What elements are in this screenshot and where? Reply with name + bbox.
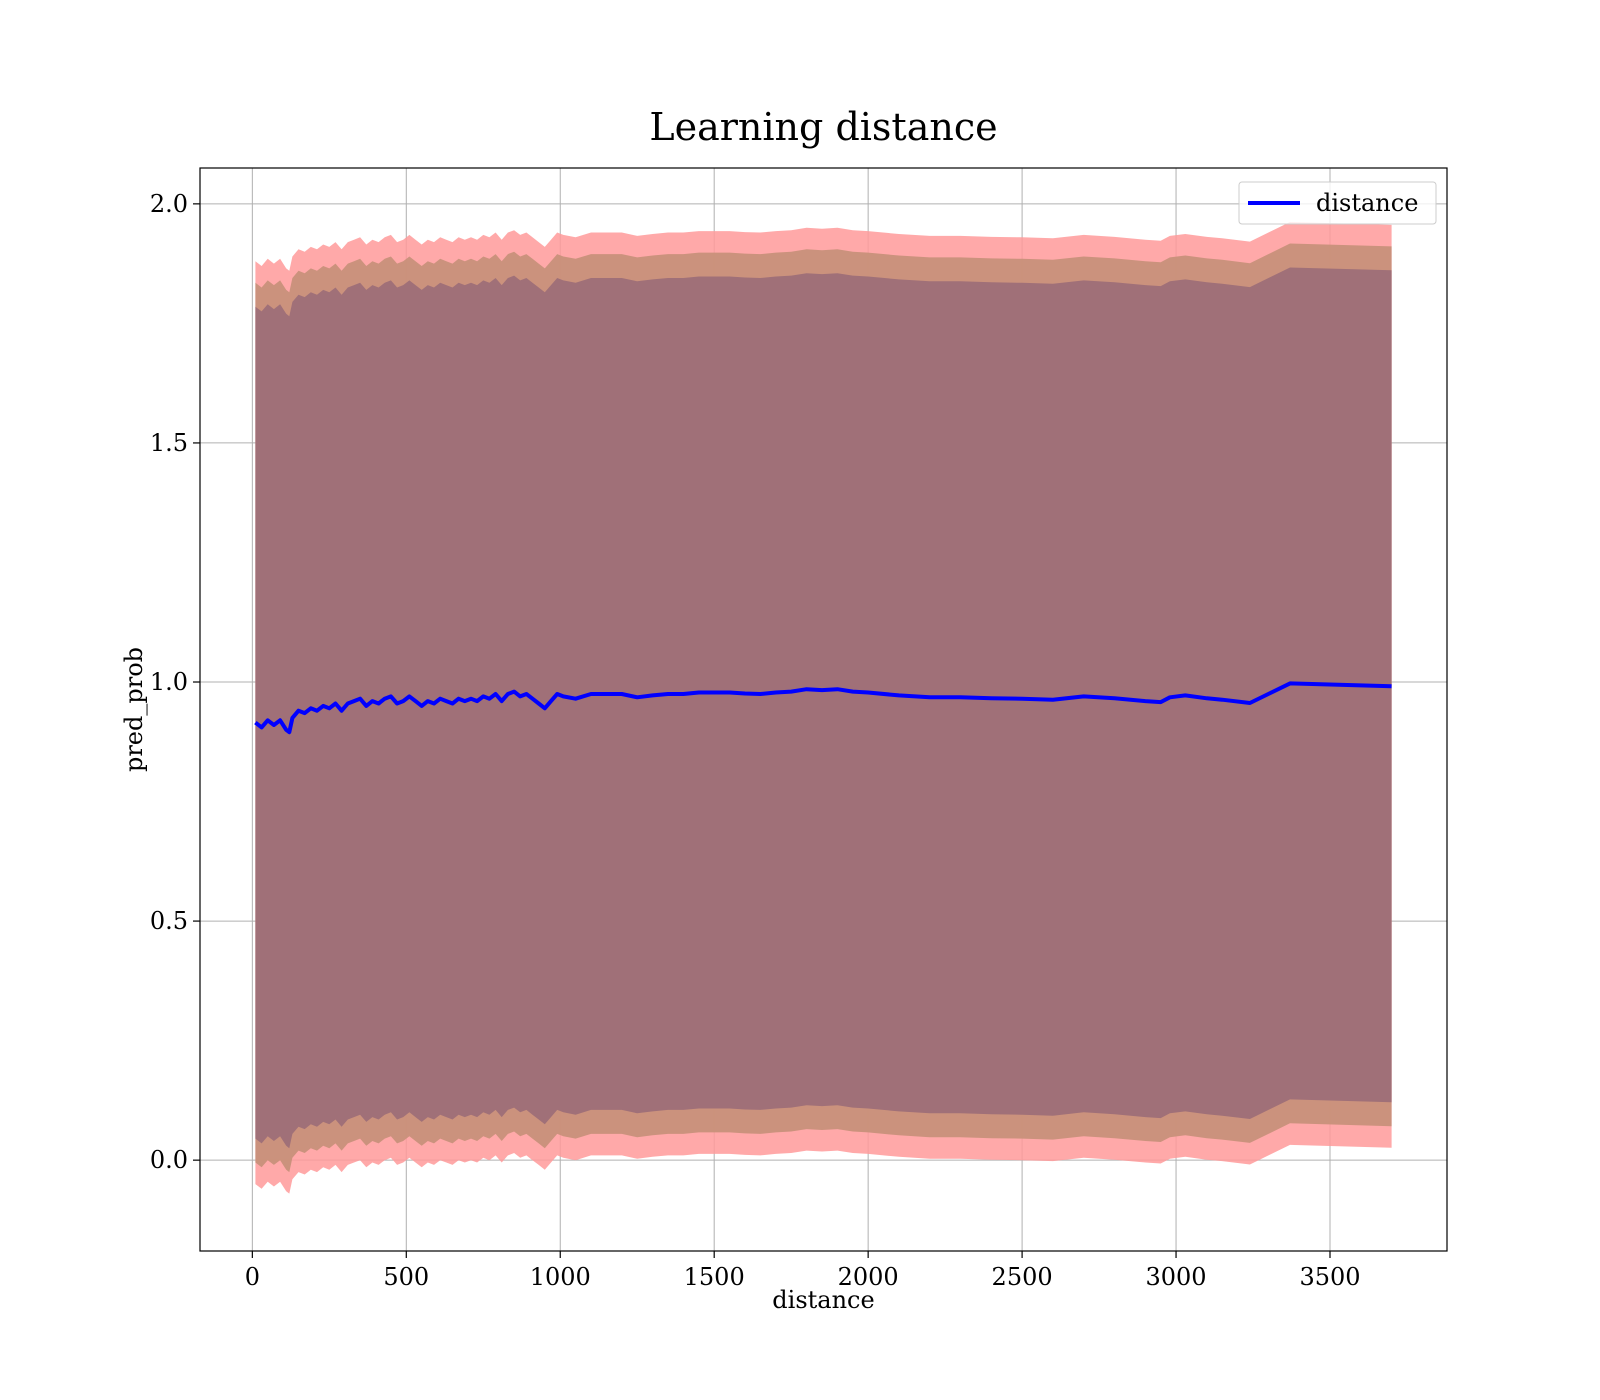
x-tick-label: 500	[383, 1263, 429, 1291]
y-tick-label: 1.0	[150, 668, 188, 696]
x-axis-ticks: 0 500 1000 1500 2000 2500 3000 3500	[245, 1251, 1361, 1291]
series-layer	[254, 681, 1392, 735]
x-tick-label: 1000	[530, 1263, 591, 1291]
chart-title: Learning distance	[649, 105, 997, 149]
plot-area-frame	[199, 167, 1448, 1252]
confidence-bands	[255, 222, 1392, 1194]
y-tick-label: 0.0	[150, 1146, 188, 1174]
x-tick-label: 2000	[838, 1263, 899, 1291]
legend: distance	[1238, 181, 1437, 225]
y-tick-label: 2.0	[150, 190, 188, 218]
y-tick-label: 0.5	[150, 907, 188, 935]
x-tick-label: 1500	[684, 1263, 745, 1291]
x-tick-label: 3000	[1146, 1263, 1207, 1291]
legend-box	[1238, 181, 1437, 225]
series-line-distance	[254, 681, 1392, 735]
x-tick-label: 3500	[1299, 1263, 1360, 1291]
x-tick-label: 0	[245, 1263, 260, 1291]
y-axis-label: pred_prob	[120, 647, 148, 772]
x-tick-label: 2500	[992, 1263, 1053, 1291]
legend-label-distance: distance	[1316, 189, 1418, 217]
y-tick-label: 1.5	[150, 429, 188, 457]
y-axis-ticks: 0.0 0.5 1.0 1.5 2.0	[150, 190, 200, 1174]
x-axis-label: distance	[772, 1286, 874, 1314]
band-inner	[255, 267, 1392, 1149]
